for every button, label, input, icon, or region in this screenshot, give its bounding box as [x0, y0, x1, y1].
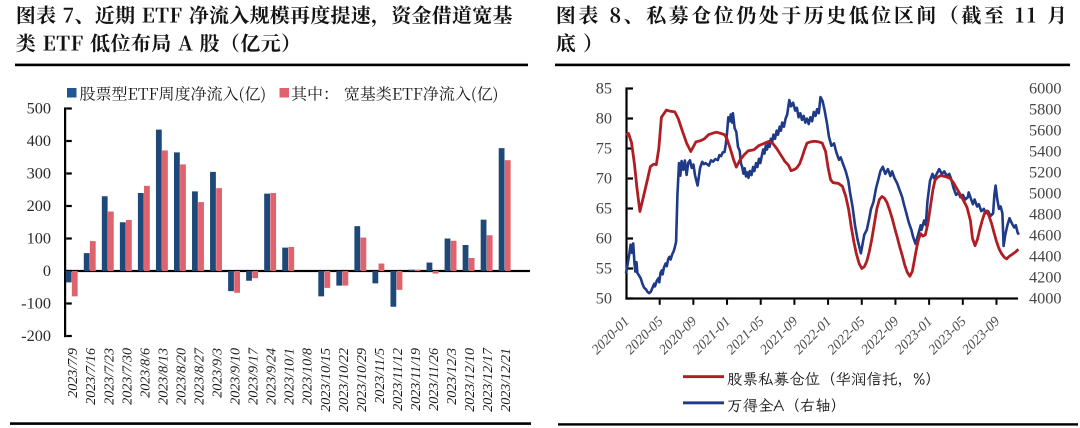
svg-text:2023/11/5: 2023/11/5: [373, 348, 388, 404]
svg-text:-200: -200: [21, 326, 51, 345]
svg-text:65: 65: [596, 199, 612, 218]
svg-text:300: 300: [27, 164, 51, 183]
svg-text:2023/11/19: 2023/11/19: [409, 348, 424, 411]
svg-text:2023/11/12: 2023/11/12: [391, 348, 406, 411]
svg-text:2023/11/26: 2023/11/26: [427, 348, 442, 411]
svg-text:70: 70: [596, 169, 612, 188]
svg-text:2023/12/21: 2023/12/21: [499, 348, 514, 412]
svg-text:5600: 5600: [1029, 121, 1062, 140]
svg-text:2023/10/22: 2023/10/22: [337, 348, 352, 412]
svg-text:2023/9/3: 2023/9/3: [211, 348, 226, 398]
svg-text:5400: 5400: [1029, 142, 1062, 161]
svg-text:4000: 4000: [1029, 289, 1062, 308]
svg-text:2023/9/10: 2023/9/10: [229, 348, 244, 405]
svg-text:5800: 5800: [1029, 100, 1062, 119]
svg-text:4400: 4400: [1029, 247, 1062, 266]
svg-text:2023/8/6: 2023/8/6: [138, 348, 153, 398]
svg-text:50: 50: [596, 289, 612, 308]
svg-text:2023/7/30: 2023/7/30: [120, 348, 135, 405]
svg-text:75: 75: [596, 139, 612, 158]
svg-text:2023/7/23: 2023/7/23: [102, 348, 117, 405]
svg-text:-100: -100: [21, 294, 51, 313]
svg-text:4800: 4800: [1029, 205, 1062, 224]
svg-text:5000: 5000: [1029, 184, 1062, 203]
svg-text:2023/10/15: 2023/10/15: [319, 348, 334, 412]
svg-text:2023/7/16: 2023/7/16: [84, 348, 99, 405]
svg-text:2023/8/20: 2023/8/20: [174, 348, 189, 405]
svg-text:2023/7/9: 2023/7/9: [66, 348, 81, 398]
svg-text:2023/12/3: 2023/12/3: [445, 348, 460, 405]
svg-text:100: 100: [27, 229, 51, 248]
svg-text:2023/12/10: 2023/12/10: [463, 348, 478, 412]
svg-text:200: 200: [27, 196, 51, 215]
svg-text:500: 500: [27, 99, 51, 118]
svg-text:5200: 5200: [1029, 163, 1062, 182]
svg-text:2023/8/27: 2023/8/27: [192, 347, 207, 405]
svg-text:2023/10/1: 2023/10/1: [283, 348, 298, 405]
svg-text:2023/9/24: 2023/9/24: [265, 348, 280, 405]
svg-text:6000: 6000: [1029, 79, 1062, 98]
svg-text:2023/10/29: 2023/10/29: [355, 348, 370, 412]
svg-text:2023/10/8: 2023/10/8: [301, 348, 316, 405]
svg-text:85: 85: [596, 79, 612, 98]
svg-text:55: 55: [596, 259, 612, 278]
svg-text:2023/12/17: 2023/12/17: [481, 347, 496, 412]
svg-text:400: 400: [27, 131, 51, 150]
svg-text:60: 60: [596, 229, 612, 248]
svg-text:4600: 4600: [1029, 226, 1062, 245]
svg-text:2023/8/13: 2023/8/13: [156, 348, 171, 405]
svg-text:4200: 4200: [1029, 268, 1062, 287]
svg-text:2023/9/17: 2023/9/17: [247, 347, 262, 405]
svg-text:0: 0: [43, 261, 51, 280]
svg-text:80: 80: [596, 109, 612, 128]
